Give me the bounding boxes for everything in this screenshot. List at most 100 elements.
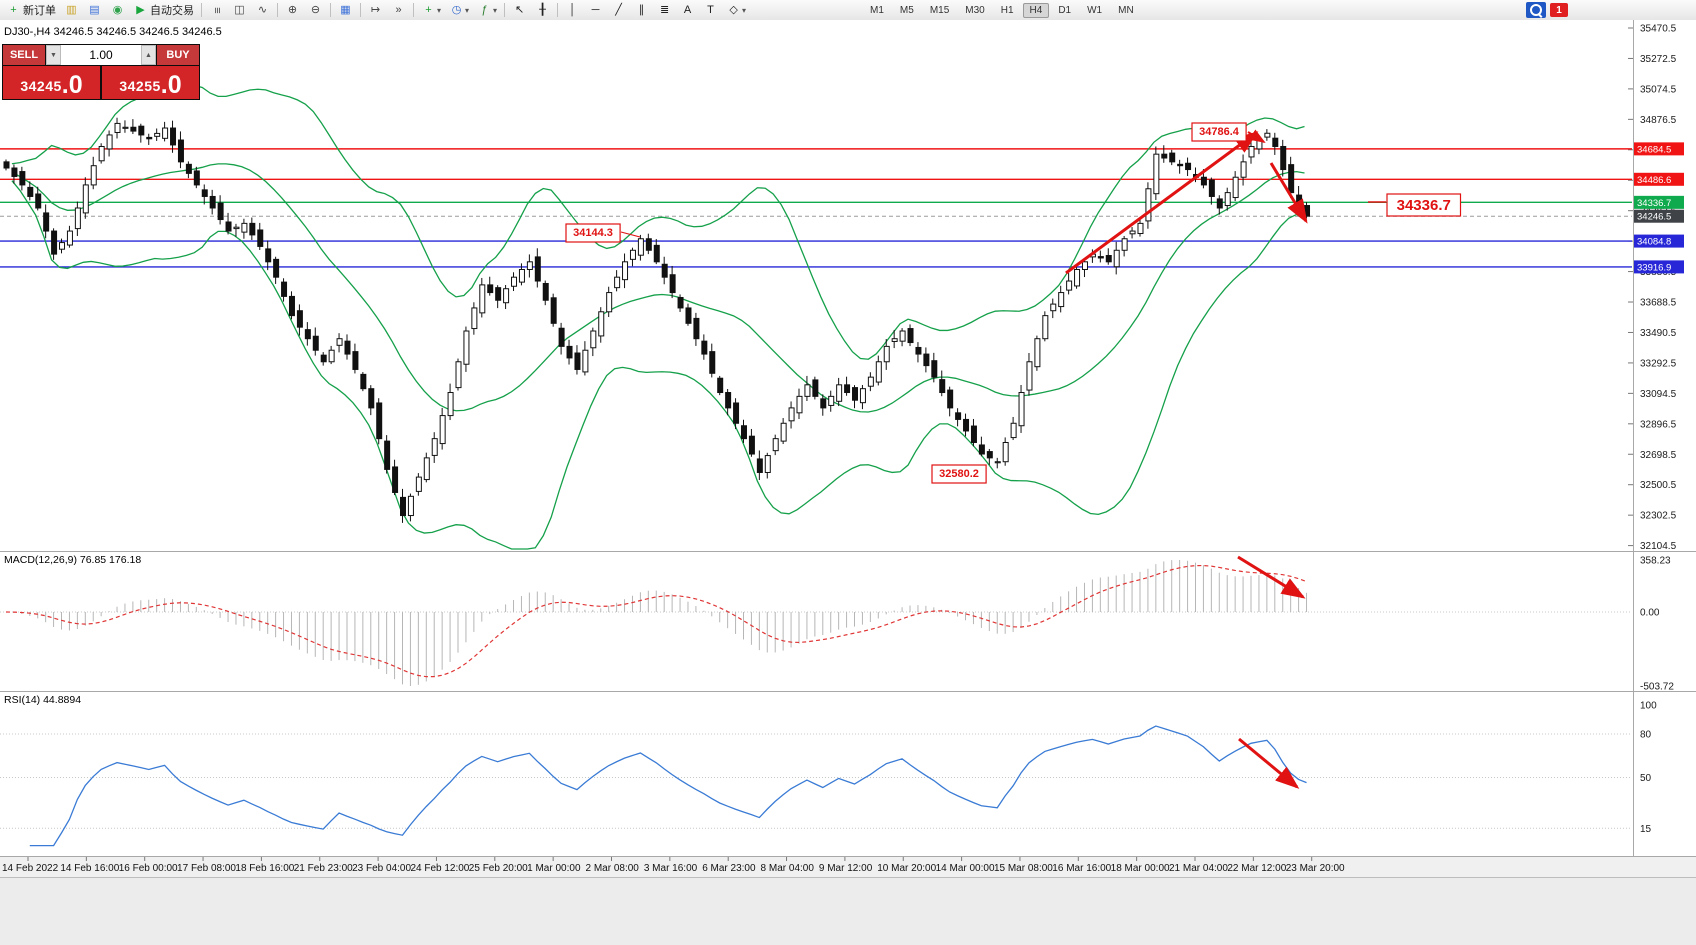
- trendline-button[interactable]: ╱: [608, 0, 629, 20]
- autotrade-button[interactable]: ▶ 自动交易: [130, 0, 197, 20]
- svg-text:15: 15: [1640, 824, 1652, 835]
- dropdown-arrow-icon[interactable]: ▾: [742, 5, 747, 15]
- ohlc-bars-icon: ≡: [211, 6, 223, 14]
- ohlc-bars-button[interactable]: ≡: [206, 0, 227, 20]
- buy-button[interactable]: BUY: [157, 45, 199, 65]
- chart-shift-button[interactable]: ↦: [365, 0, 386, 20]
- axis-price-labels: 34684.5 34486.6 34336.7 34084.8 33916.9 34246…: [1634, 142, 1684, 274]
- sell-button[interactable]: SELL: [3, 45, 45, 65]
- new-order-button[interactable]: + 新订单: [3, 0, 59, 20]
- toolbar-separator: [557, 3, 559, 17]
- crosshair-icon: ╂: [539, 3, 546, 16]
- svg-text:50: 50: [1640, 773, 1652, 784]
- svg-text:33688.5: 33688.5: [1640, 298, 1677, 309]
- ask-price-main: 34255: [119, 78, 161, 94]
- label-button[interactable]: T: [700, 0, 721, 20]
- svg-text:23 Feb 04:00: 23 Feb 04:00: [352, 863, 411, 874]
- channel-button[interactable]: ∥: [631, 0, 652, 20]
- cursor-button[interactable]: ↖: [509, 0, 530, 20]
- search-icon: [1530, 4, 1543, 18]
- bid-price-frac: .0: [61, 71, 83, 99]
- timeframe-h1[interactable]: H1: [1000, 4, 1014, 16]
- svg-text:33916.9: 33916.9: [1637, 262, 1671, 273]
- toolbar-right-group: 1: [1526, 0, 1568, 20]
- timeframe-m1[interactable]: M1: [870, 4, 884, 16]
- ask-price[interactable]: 34255.0: [102, 66, 199, 99]
- periods-button[interactable]: ◷ ▾: [446, 0, 472, 20]
- toolbar-separator: [504, 3, 506, 17]
- svg-text:34084.8: 34084.8: [1637, 237, 1671, 248]
- vertical-line-icon: │: [569, 3, 576, 16]
- dropdown-arrow-icon[interactable]: ▾: [493, 5, 498, 15]
- svg-text:35272.5: 35272.5: [1640, 54, 1677, 65]
- zoom-in-button[interactable]: ⊕: [282, 0, 303, 20]
- timeframe-h4[interactable]: H4: [1022, 2, 1050, 18]
- svg-text:8 Mar 04:00: 8 Mar 04:00: [761, 863, 815, 874]
- timeframe-w1[interactable]: W1: [1087, 4, 1103, 16]
- volume-input[interactable]: [61, 45, 141, 65]
- svg-text:34336.7: 34336.7: [1397, 197, 1451, 214]
- chart-ohlc-readout: DJ30-,H4 34246.5 34246.5 34246.5 34246.5: [4, 26, 222, 38]
- auto-scroll-button[interactable]: »: [388, 0, 409, 20]
- volume-stepper: ▼ ▲: [46, 45, 156, 65]
- line-chart-button[interactable]: ∿: [252, 0, 273, 20]
- vertical-line-button[interactable]: │: [562, 0, 583, 20]
- svg-text:16 Feb 00:00: 16 Feb 00:00: [119, 863, 178, 874]
- macd-panel: 358.23 0.00 -503.72: [0, 556, 1674, 693]
- svg-text:34684.5: 34684.5: [1637, 144, 1671, 155]
- volume-up-icon[interactable]: ▲: [141, 45, 156, 65]
- new-chart-icon: +: [425, 3, 432, 16]
- timeframe-m5[interactable]: M5: [899, 4, 914, 16]
- autotrade-icon: ▶: [136, 3, 145, 16]
- new-order-icon: +: [10, 3, 17, 16]
- chart-canvas[interactable]: 35470.535272.535074.534876.534678.534480…: [0, 20, 1696, 877]
- zoom-out-button[interactable]: ⊖: [305, 0, 326, 20]
- text-button[interactable]: A: [677, 0, 698, 20]
- market-watch-button[interactable]: ▤: [84, 0, 105, 20]
- trend-arrows: [620, 129, 1386, 789]
- toolbar-separator: [277, 3, 278, 17]
- svg-text:34876.5: 34876.5: [1640, 115, 1677, 126]
- candlestick-button[interactable]: ◫: [229, 0, 250, 20]
- svg-text:80: 80: [1640, 730, 1652, 741]
- zoom-out-icon: ⊖: [310, 3, 321, 16]
- alert-badge[interactable]: 1: [1550, 3, 1568, 17]
- timeframe-mn[interactable]: MN: [1118, 4, 1134, 16]
- svg-text:25 Feb 20:00: 25 Feb 20:00: [469, 863, 528, 874]
- charts-button[interactable]: ▥: [61, 0, 82, 20]
- chart-area[interactable]: 35470.535272.535074.534876.534678.534480…: [0, 20, 1696, 877]
- indicators-button[interactable]: ƒ ▾: [474, 0, 500, 20]
- svg-text:21 Feb 23:00: 21 Feb 23:00: [294, 863, 353, 874]
- shapes-icon: ◇: [729, 3, 738, 16]
- svg-text:14 Feb 2022: 14 Feb 2022: [2, 863, 59, 874]
- svg-text:34486.6: 34486.6: [1637, 175, 1671, 186]
- fibonacci-button[interactable]: ≣: [654, 0, 675, 20]
- channel-icon: ∥: [638, 3, 645, 16]
- svg-text:15 Mar 08:00: 15 Mar 08:00: [994, 863, 1053, 874]
- timeframe-m15[interactable]: M15: [929, 4, 950, 16]
- data-window-button[interactable]: ◉: [107, 0, 128, 20]
- svg-text:1 Mar 00:00: 1 Mar 00:00: [527, 863, 581, 874]
- rsi-panel: 100 80 50 15: [0, 701, 1657, 847]
- timeframe-d1[interactable]: D1: [1058, 4, 1072, 16]
- dropdown-arrow-icon[interactable]: ▾: [465, 5, 470, 15]
- rsi-label: RSI(14) 44.8894: [4, 694, 82, 706]
- horizontal-line-button[interactable]: ─: [585, 0, 606, 20]
- shapes-button[interactable]: ◇ ▾: [723, 0, 749, 20]
- search-button[interactable]: [1526, 2, 1546, 18]
- dropdown-arrow-icon[interactable]: ▾: [437, 5, 442, 15]
- new-chart-button[interactable]: + ▾: [418, 0, 444, 20]
- tile-windows-icon: ▦: [340, 3, 351, 16]
- market-watch-icon: ▤: [89, 3, 100, 16]
- svg-text:24 Feb 12:00: 24 Feb 12:00: [410, 863, 469, 874]
- bid-price[interactable]: 34245.0: [3, 66, 100, 99]
- timeframe-m30[interactable]: M30: [965, 4, 985, 16]
- svg-text:2 Mar 08:00: 2 Mar 08:00: [586, 863, 640, 874]
- svg-text:34144.3: 34144.3: [573, 227, 613, 239]
- crosshair-button[interactable]: ╂: [532, 0, 553, 20]
- tile-windows-button[interactable]: ▦: [335, 0, 356, 20]
- svg-text:-503.72: -503.72: [1640, 682, 1674, 693]
- candlestick-icon: ◫: [234, 3, 245, 16]
- volume-down-icon[interactable]: ▼: [46, 45, 61, 65]
- toolbar-separator: [413, 3, 414, 17]
